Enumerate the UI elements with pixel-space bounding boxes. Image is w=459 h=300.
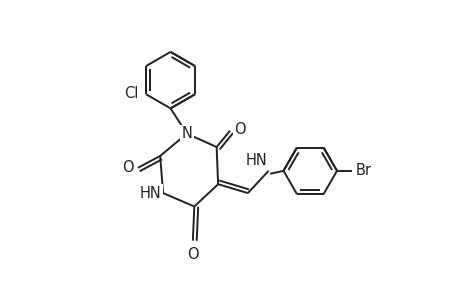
Text: O: O: [187, 247, 198, 262]
Text: Br: Br: [355, 163, 370, 178]
Text: Cl: Cl: [124, 86, 138, 101]
Text: HN: HN: [245, 153, 267, 168]
Text: O: O: [122, 160, 134, 175]
Text: O: O: [234, 122, 246, 137]
Text: N: N: [181, 126, 192, 141]
Text: HN: HN: [140, 186, 161, 201]
